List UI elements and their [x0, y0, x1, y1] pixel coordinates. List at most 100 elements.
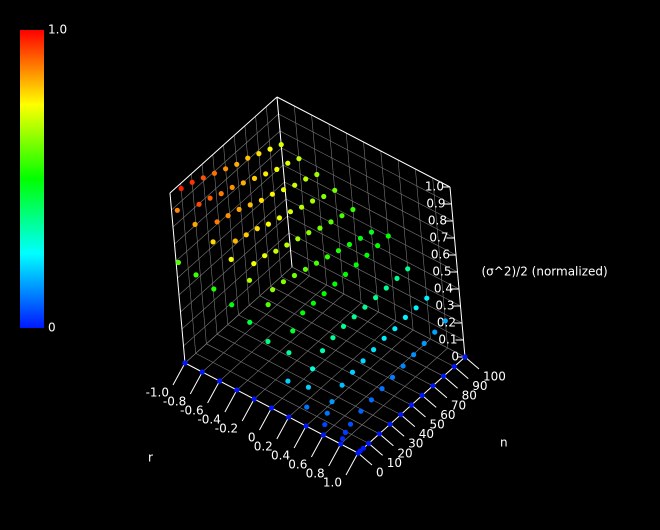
data-point: [462, 354, 468, 360]
z-tick-label: 1.0: [425, 180, 444, 194]
data-point: [269, 191, 275, 197]
data-point: [329, 399, 335, 405]
data-point: [442, 318, 448, 324]
data-point: [321, 193, 327, 200]
data-point: [285, 378, 291, 384]
data-point: [285, 160, 291, 166]
data-point: [402, 314, 408, 320]
tick-mark: [293, 425, 307, 449]
data-point: [424, 295, 430, 301]
data-point: [340, 323, 347, 329]
tick-mark: [241, 398, 255, 422]
data-point: [228, 256, 234, 262]
axis-edge: [276, 96, 451, 188]
data-point: [218, 191, 224, 197]
data-point: [375, 243, 381, 249]
data-point: [278, 142, 284, 148]
data-point: [247, 319, 253, 325]
r-tick-label: 0.8: [306, 467, 325, 481]
n-axis-title: n: [500, 436, 508, 450]
data-point: [319, 348, 326, 354]
grid-line: [201, 164, 218, 335]
tick-mark: [310, 434, 324, 458]
z-tick-label: 0.3: [435, 299, 454, 313]
tick-mark: [276, 416, 290, 440]
data-point: [263, 171, 269, 177]
data-point: [451, 364, 457, 370]
data-point: [339, 436, 346, 442]
grid-line: [223, 144, 239, 316]
r-tick-label: -0.8: [163, 395, 186, 409]
tick-mark: [432, 385, 448, 399]
grid-line: [244, 125, 261, 296]
data-point: [394, 275, 400, 281]
data-point: [274, 166, 280, 172]
grid-line: [294, 105, 310, 277]
n-tick-label: 100: [483, 370, 506, 384]
data-point: [421, 340, 427, 346]
data-point: [174, 207, 180, 213]
data-point: [254, 226, 260, 232]
data-point: [286, 414, 292, 420]
grid-line: [311, 114, 327, 286]
data-point: [339, 382, 345, 388]
grid-line: [415, 168, 431, 340]
z-tick-label: 0.1: [438, 333, 457, 347]
data-point: [303, 176, 309, 182]
data-point: [371, 347, 377, 353]
data-point: [385, 233, 391, 239]
data-point: [400, 363, 406, 369]
data-point: [376, 431, 382, 437]
data-point: [251, 396, 257, 402]
data-point: [178, 185, 184, 192]
data-point: [243, 232, 249, 238]
colorbar-tick-label: 0: [48, 321, 56, 335]
data-point: [317, 225, 323, 231]
grid-line: [219, 284, 327, 382]
colorbar: [20, 30, 44, 328]
tick-mark: [421, 395, 437, 408]
data-point: [305, 384, 312, 390]
n-tick-label: 60: [440, 408, 455, 422]
data-point: [351, 314, 357, 320]
axis-edge: [169, 96, 278, 194]
data-point: [223, 166, 229, 172]
tick-mark: [443, 375, 458, 389]
data-point: [300, 310, 306, 316]
z-tick-label: 0.8: [428, 214, 447, 228]
data-point: [310, 300, 316, 306]
grid-line: [212, 154, 229, 325]
n-tick-label: 90: [472, 379, 487, 393]
data-point: [290, 328, 296, 334]
data-point: [200, 175, 206, 181]
data-point: [234, 387, 240, 393]
r-tick-label: -1.0: [146, 386, 169, 400]
n-tick-label: 20: [397, 446, 412, 460]
n-tick-label: 50: [430, 418, 445, 432]
data-point: [328, 219, 334, 225]
data-point: [379, 386, 385, 392]
grid-line: [345, 132, 362, 304]
data-point: [211, 286, 217, 292]
axis-edge: [169, 192, 186, 364]
grid-line: [184, 266, 293, 364]
data-point: [232, 238, 238, 244]
data-point: [405, 266, 411, 272]
r-tick-label: -0.4: [197, 413, 220, 427]
grid-line: [340, 347, 448, 445]
z-tick-label: 0.5: [432, 265, 451, 279]
data-point: [321, 291, 327, 297]
data-point: [265, 221, 272, 227]
z-axis-title: (σ^2)/2 (normalized): [482, 265, 608, 279]
tick-mark: [357, 452, 373, 466]
data-point: [362, 304, 368, 310]
data-point: [262, 253, 268, 259]
data-point: [338, 441, 344, 447]
data-point: [229, 184, 235, 190]
n-tick-label: 30: [408, 437, 423, 451]
grid-line: [180, 183, 196, 354]
data-point: [193, 272, 199, 278]
data-point: [225, 213, 231, 219]
tick-mark: [400, 414, 416, 427]
